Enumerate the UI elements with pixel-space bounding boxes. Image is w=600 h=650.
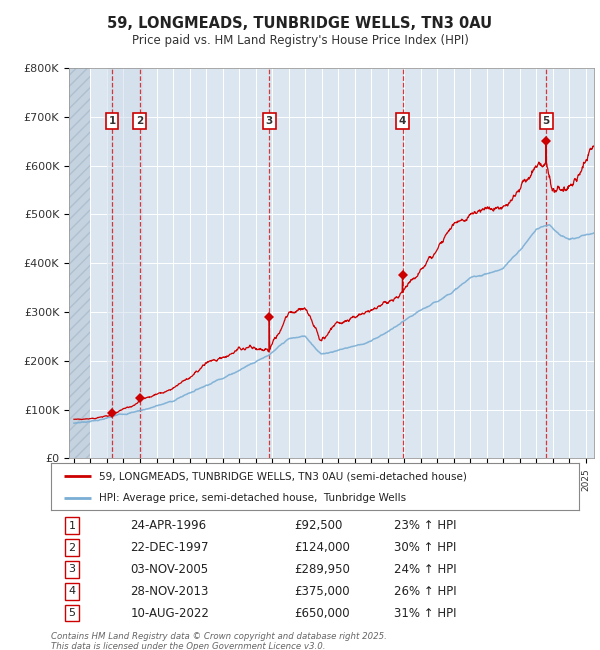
Text: £650,000: £650,000 (294, 606, 350, 619)
Bar (107, 68, 143, 458)
Bar (69, 68, 91, 458)
Text: £375,000: £375,000 (294, 585, 350, 598)
Text: 3: 3 (266, 116, 273, 126)
Text: 59, LONGMEADS, TUNBRIDGE WELLS, TN3 0AU: 59, LONGMEADS, TUNBRIDGE WELLS, TN3 0AU (107, 16, 493, 31)
Text: 2: 2 (136, 116, 143, 126)
Text: 59, LONGMEADS, TUNBRIDGE WELLS, TN3 0AU (semi-detached house): 59, LONGMEADS, TUNBRIDGE WELLS, TN3 0AU … (98, 471, 466, 481)
Text: 5: 5 (68, 608, 76, 618)
Text: 28-NOV-2013: 28-NOV-2013 (130, 585, 209, 598)
Text: Contains HM Land Registry data © Crown copyright and database right 2025.
This d: Contains HM Land Registry data © Crown c… (51, 632, 387, 650)
Text: 2: 2 (68, 543, 76, 552)
Text: 4: 4 (68, 586, 76, 596)
Text: 22-DEC-1997: 22-DEC-1997 (130, 541, 209, 554)
Text: 3: 3 (68, 564, 76, 575)
Text: 1: 1 (109, 116, 116, 126)
Text: 24% ↑ HPI: 24% ↑ HPI (394, 563, 457, 576)
Text: HPI: Average price, semi-detached house,  Tunbridge Wells: HPI: Average price, semi-detached house,… (98, 493, 406, 502)
Text: £289,950: £289,950 (294, 563, 350, 576)
Text: 03-NOV-2005: 03-NOV-2005 (130, 563, 208, 576)
Text: 26% ↑ HPI: 26% ↑ HPI (394, 585, 457, 598)
Text: 4: 4 (399, 116, 406, 126)
Text: 23% ↑ HPI: 23% ↑ HPI (394, 519, 457, 532)
Text: 5: 5 (542, 116, 550, 126)
Text: 24-APR-1996: 24-APR-1996 (130, 519, 206, 532)
Text: 31% ↑ HPI: 31% ↑ HPI (394, 606, 457, 619)
Text: £124,000: £124,000 (294, 541, 350, 554)
Text: £92,500: £92,500 (294, 519, 342, 532)
Text: 10-AUG-2022: 10-AUG-2022 (130, 606, 209, 619)
Text: 1: 1 (68, 521, 76, 530)
Text: 30% ↑ HPI: 30% ↑ HPI (394, 541, 457, 554)
Text: Price paid vs. HM Land Registry's House Price Index (HPI): Price paid vs. HM Land Registry's House … (131, 34, 469, 47)
